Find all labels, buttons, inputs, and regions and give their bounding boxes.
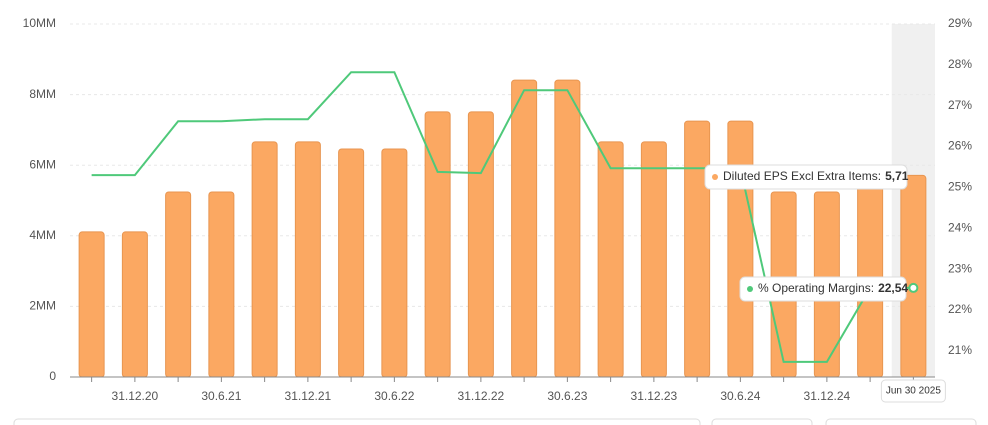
x-tick-label: 31.12.21 — [285, 389, 332, 403]
tooltip-value: 5,71 — [885, 169, 909, 183]
y2-tick-label: 25% — [948, 180, 972, 194]
bar — [640, 141, 667, 378]
x-tick-label: 31.12.20 — [112, 389, 159, 403]
x-tick-label: 31.12.24 — [804, 389, 851, 403]
bar — [684, 120, 711, 378]
bar — [467, 111, 494, 378]
y2-tick-label: 22% — [948, 302, 972, 316]
tooltip-label: % Operating Margins: — [758, 281, 874, 295]
y2-tick-label: 27% — [948, 98, 972, 112]
tooltip-box — [739, 276, 907, 302]
y-tick-label: 2MM — [29, 299, 56, 313]
tooltip-box — [704, 164, 908, 190]
bar — [511, 79, 538, 378]
y-tick-label: 6MM — [29, 157, 56, 171]
y-tick-label: 4MM — [29, 228, 56, 242]
tooltip-text: % Operating Margins: 22,54 — [758, 281, 908, 295]
x-tick-label: 30.6.24 — [720, 389, 760, 403]
tooltip-value: 22,54 — [878, 281, 908, 295]
bar — [900, 174, 927, 378]
y2-tick-label: 26% — [948, 139, 972, 153]
card-edge — [825, 418, 977, 425]
y2-tick-label: 21% — [948, 343, 972, 357]
y-tick-label: 10MM — [23, 16, 56, 30]
tooltip: % Operating Margins: 22,54 — [739, 276, 908, 302]
tooltip-label: Diluted EPS Excl Extra Items: — [723, 169, 881, 183]
bar — [554, 79, 581, 378]
x-tick-label: 31.12.22 — [458, 389, 505, 403]
date-label: Jun 30 2025 — [886, 386, 941, 397]
y-tick-label: 0 — [49, 369, 56, 383]
bar — [208, 191, 235, 378]
y2-tick-label: 29% — [948, 16, 972, 30]
date-box — [880, 379, 946, 403]
y2-tick-label: 28% — [948, 57, 972, 71]
bar — [294, 141, 321, 378]
y-tick-label: 8MM — [29, 87, 56, 101]
bar — [251, 141, 278, 378]
bar — [381, 148, 408, 378]
y2-tick-label: 23% — [948, 261, 972, 275]
bar — [165, 191, 192, 378]
x-tick-label: 31.12.23 — [631, 389, 678, 403]
y2-tick-label: 24% — [948, 220, 972, 234]
card-edge — [13, 418, 701, 425]
bar — [597, 141, 624, 378]
tooltip-dot — [747, 286, 753, 292]
tooltip: Diluted EPS Excl Extra Items: 5,71 — [704, 164, 909, 190]
tooltip-text: Diluted EPS Excl Extra Items: 5,71 — [723, 169, 909, 183]
x-tick-label: 30.6.22 — [374, 389, 414, 403]
bar — [857, 174, 884, 378]
tooltip-dot — [712, 174, 718, 180]
x-tick-label: 30.6.23 — [547, 389, 587, 403]
bar — [121, 231, 148, 378]
bar — [727, 120, 754, 378]
line — [91, 71, 914, 363]
hover-point — [908, 282, 919, 293]
date-tooltip: Jun 30 2025 — [880, 379, 946, 403]
bar — [78, 231, 105, 378]
x-tick-label: 30.6.21 — [201, 389, 241, 403]
bar — [338, 148, 365, 378]
card-edge — [711, 418, 813, 425]
